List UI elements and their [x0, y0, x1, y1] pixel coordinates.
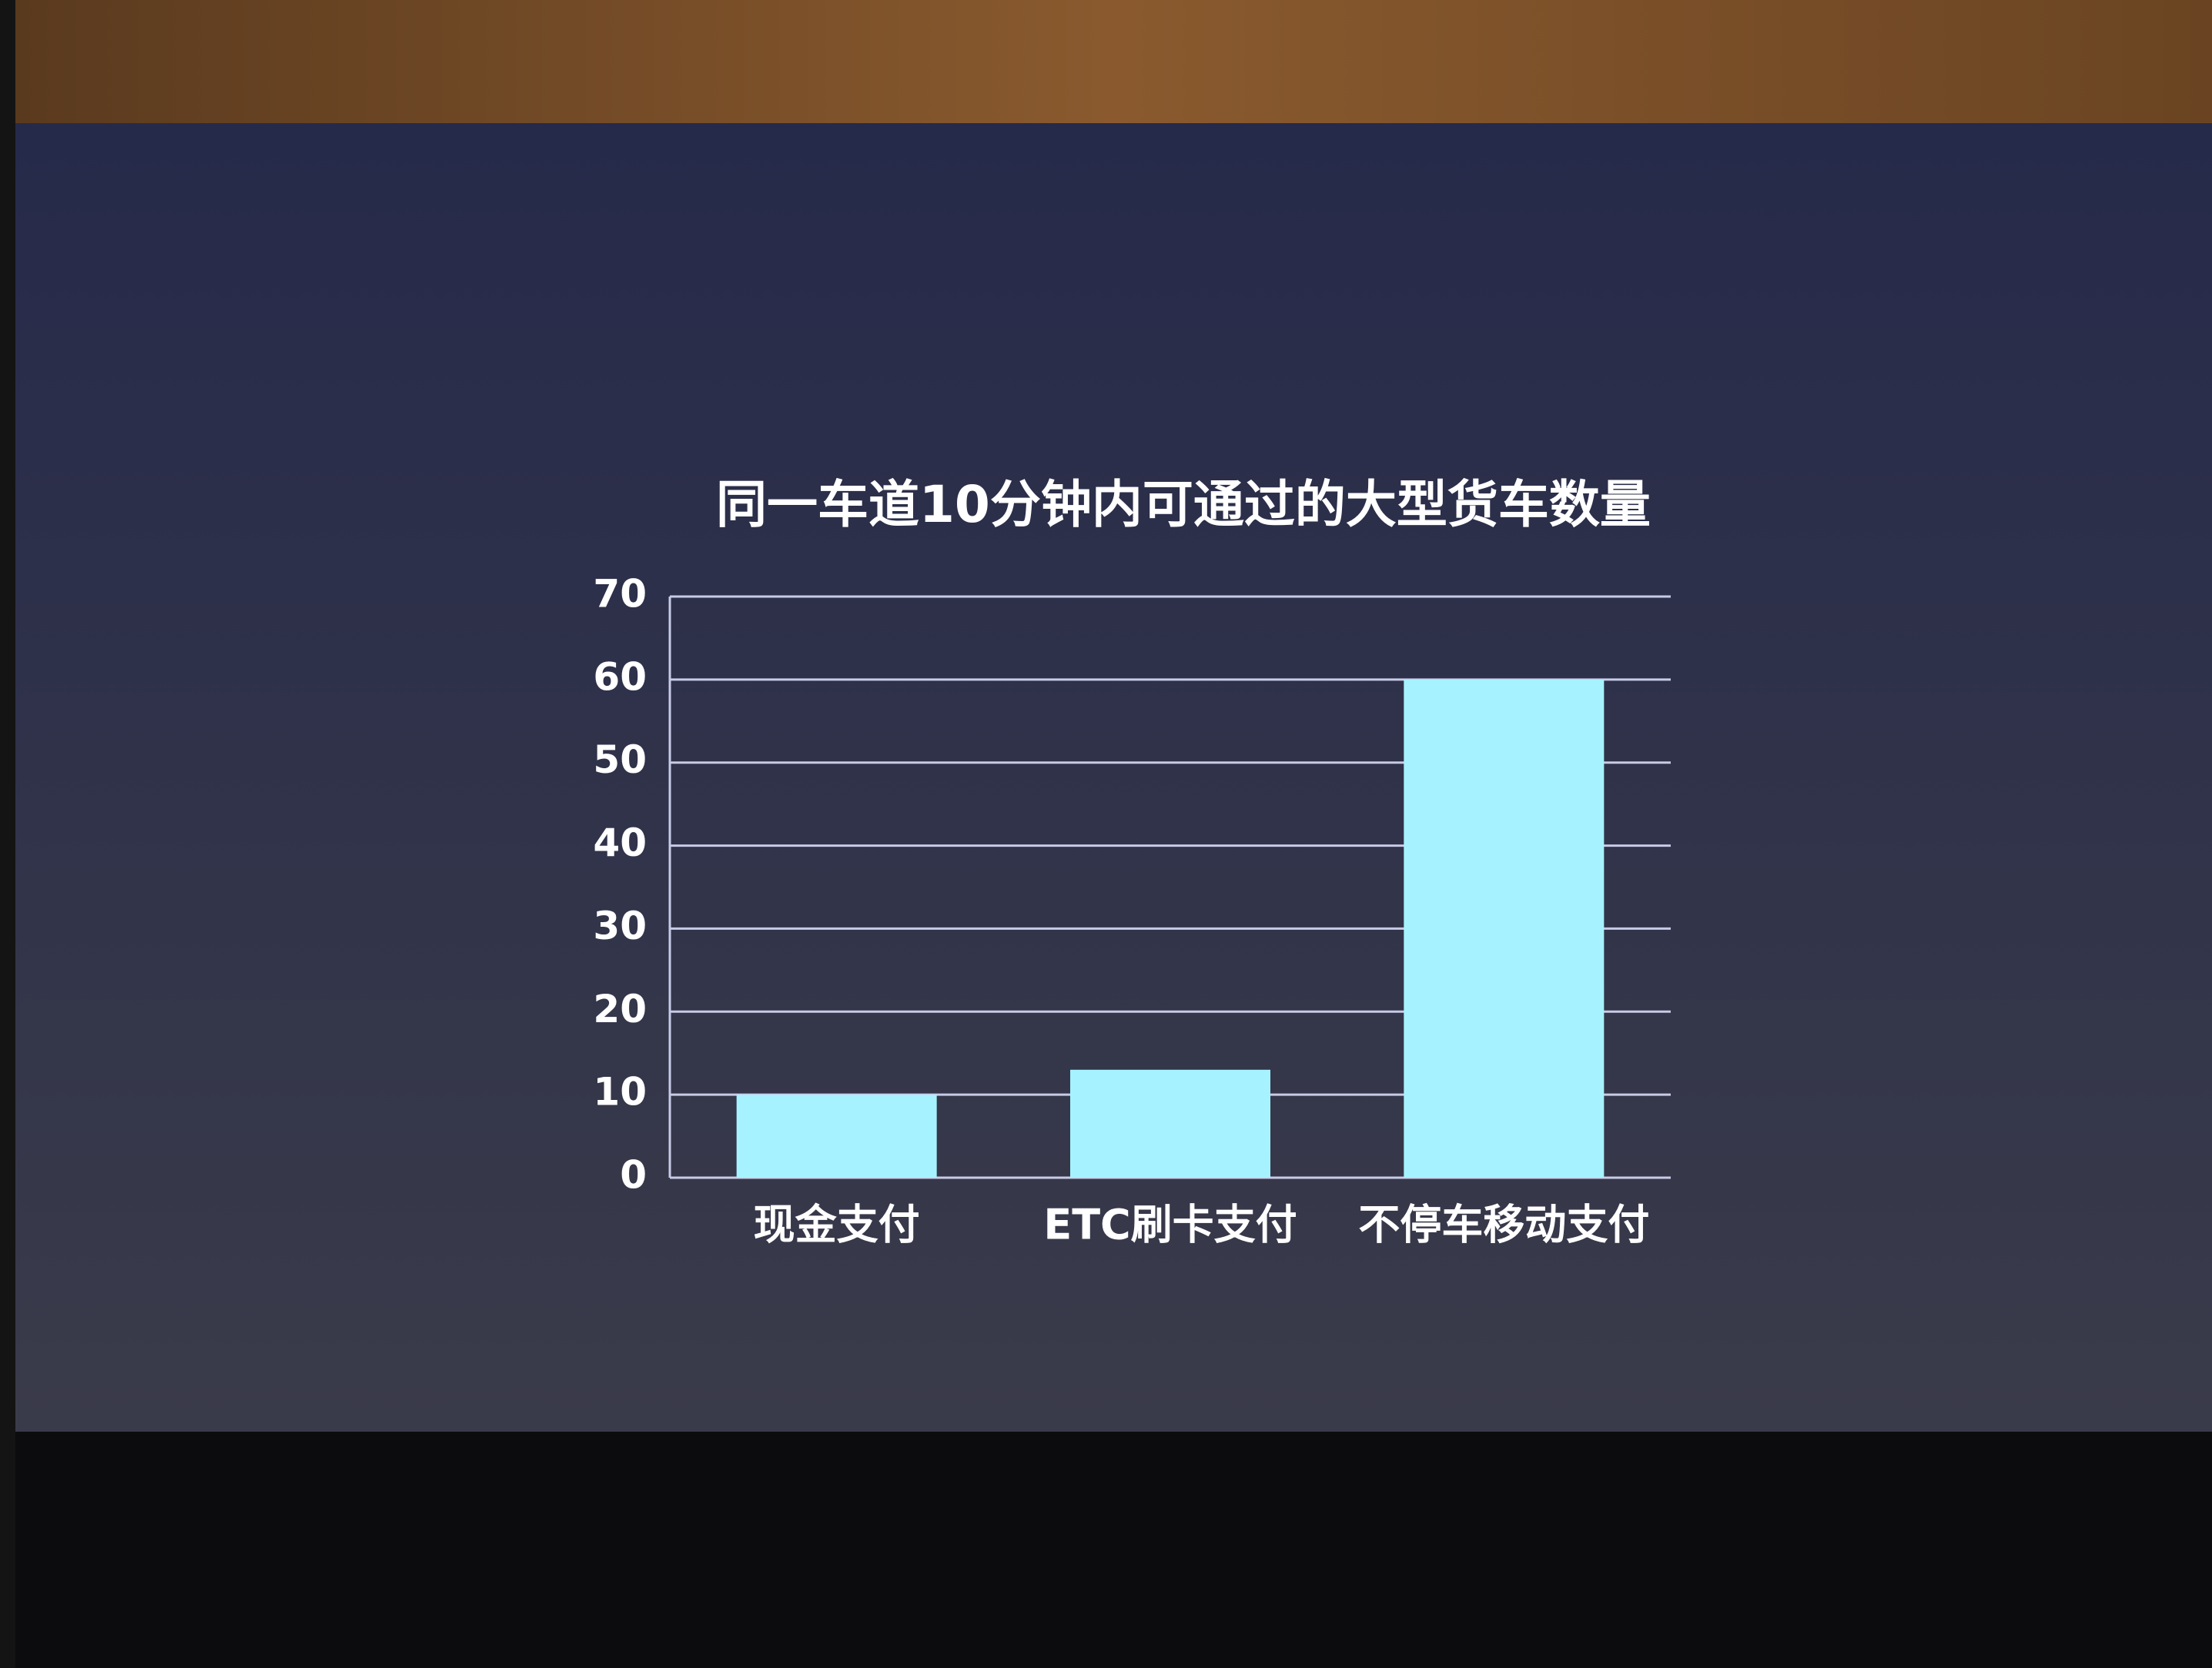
x-tick-label: 现金支付: [754, 1201, 920, 1249]
chart-title: 同一车道10分钟内可通过的大型货车数量: [716, 475, 1651, 534]
y-tick-label: 20: [593, 987, 647, 1031]
y-tick-label: 30: [593, 904, 647, 948]
y-tick-label: 50: [593, 737, 647, 782]
audience: [15, 1432, 2212, 1668]
x-tick-label: 不停车移动支付: [1358, 1201, 1649, 1249]
y-tick-label: 40: [593, 821, 647, 865]
y-tick-label: 60: [593, 654, 647, 699]
bar: [736, 1095, 937, 1178]
bar: [1404, 679, 1605, 1178]
bar: [1070, 1069, 1270, 1178]
y-tick-label: 10: [593, 1070, 647, 1115]
y-tick-label: 0: [620, 1153, 647, 1198]
y-tick-label: 70: [593, 572, 647, 617]
x-tick-label: ETC刷卡支付: [1043, 1201, 1297, 1249]
screen: [15, 123, 2212, 1432]
